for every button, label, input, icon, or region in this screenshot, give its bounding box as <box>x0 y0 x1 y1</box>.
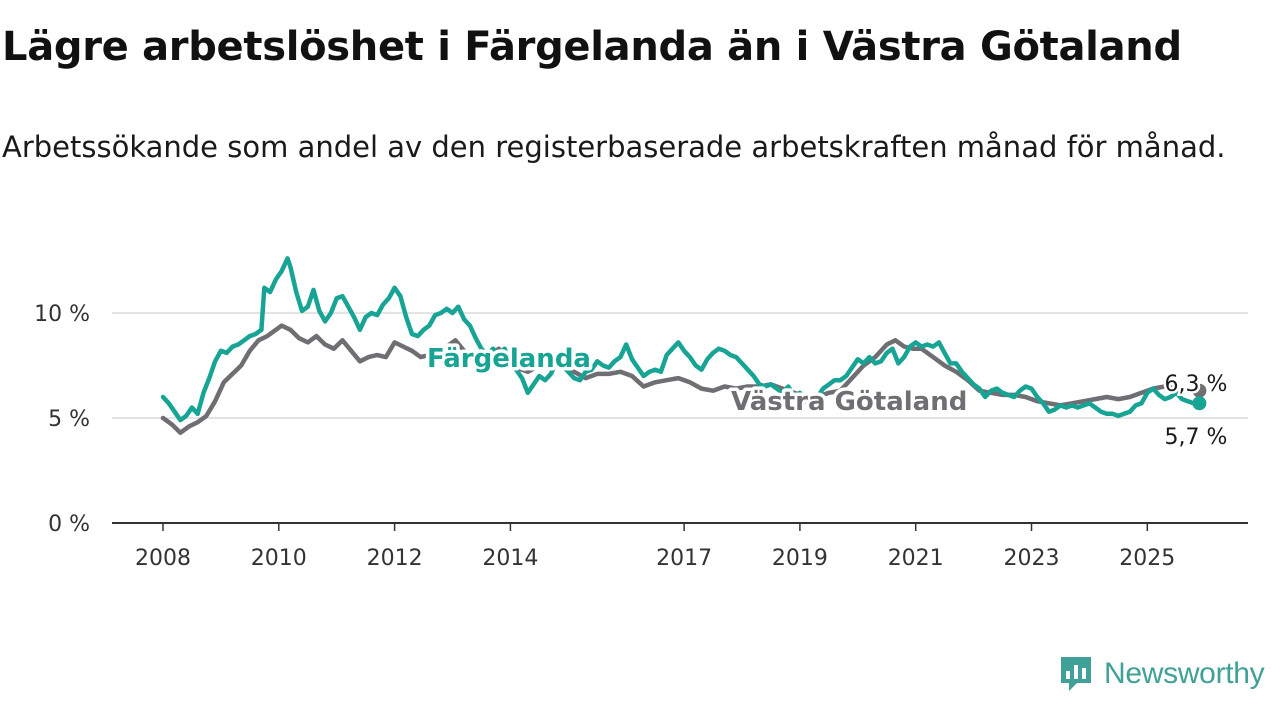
series-line-f-rgelanda <box>160 256 1202 423</box>
series-end-value: 6,3 % <box>1165 372 1228 397</box>
newsworthy-logo-icon <box>1061 657 1091 691</box>
y-tick-label: 5 % <box>48 407 90 432</box>
newsworthy-logo-text: Newsworthy <box>1104 657 1265 690</box>
x-tick-label: 2014 <box>482 546 538 571</box>
x-tick-label: 2021 <box>888 546 944 571</box>
series-end-marker <box>1192 383 1207 398</box>
x-tick-label: 2019 <box>772 546 828 571</box>
chart-title: Lägre arbetslöshet i Färgelanda än i Väs… <box>2 24 1182 70</box>
x-tick-label: 2008 <box>135 546 191 571</box>
x-tick-label: 2012 <box>367 546 423 571</box>
series-layer <box>160 256 1207 435</box>
y-tick-label: 0 % <box>48 512 90 537</box>
series-label-fargelanda: Färgelanda <box>427 344 591 374</box>
x-tick-label: 2010 <box>251 546 307 571</box>
label-layer: Färgelanda Västra Götaland 6,3 % 5,7 % <box>424 341 1230 453</box>
x-tick-label: 2023 <box>1004 546 1060 571</box>
y-tick-label: 10 % <box>34 302 90 327</box>
series-end-value: 5,7 % <box>1165 425 1228 450</box>
x-tick-label: 2017 <box>656 546 712 571</box>
axis-layer: 0 % 5 % 10 % 2008 2010 2012 2014 2017 2019 2021 20… <box>34 302 1248 571</box>
chart-subtitle: Arbetssökande som andel av den registerb… <box>2 130 1226 164</box>
newsworthy-logo: Newsworthy <box>1058 654 1265 694</box>
series-line-v-stra-g-taland <box>160 323 1202 435</box>
x-tick-label: 2025 <box>1119 546 1175 571</box>
series-label-vastra-gotaland: Västra Götaland <box>731 387 967 417</box>
series-end-marker <box>1192 396 1207 411</box>
line-chart: 0 % 5 % 10 % 2008 2010 2012 2014 2017 2019 2021 20… <box>34 256 1248 571</box>
